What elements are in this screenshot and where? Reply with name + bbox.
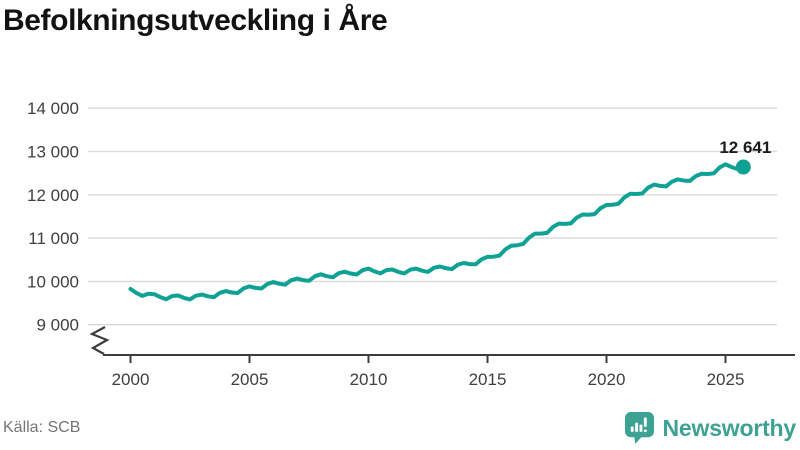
population-line — [128, 162, 746, 302]
latest-value-label: 12 641 — [719, 138, 771, 157]
y-axis-label: 9 000 — [36, 316, 79, 335]
y-axis-label: 13 000 — [27, 143, 79, 162]
chart-title: Befolkningsutveckling i Åre — [3, 4, 388, 37]
y-axis-label: 11 000 — [28, 229, 79, 248]
newsworthy-chart-bubble-icon — [624, 412, 654, 444]
x-axis-label: 2020 — [588, 370, 626, 389]
axis-break-icon — [89, 326, 110, 355]
x-axis-label: 2005 — [231, 370, 269, 389]
y-axis-label: 10 000 — [27, 272, 79, 291]
y-axis-label: 12 000 — [27, 186, 79, 205]
x-axis-label: 2010 — [350, 370, 388, 389]
x-axis-label: 2015 — [469, 370, 507, 389]
x-axis-label: 2000 — [112, 370, 150, 389]
newsworthy-logo: Newsworthy — [624, 409, 796, 447]
newsworthy-wordmark: Newsworthy — [662, 414, 797, 441]
source-note: Källa: SCB — [3, 419, 81, 436]
x-axis-label: 2025 — [707, 370, 745, 389]
y-axis-label: 14 000 — [27, 99, 79, 118]
latest-point-marker — [735, 159, 751, 175]
